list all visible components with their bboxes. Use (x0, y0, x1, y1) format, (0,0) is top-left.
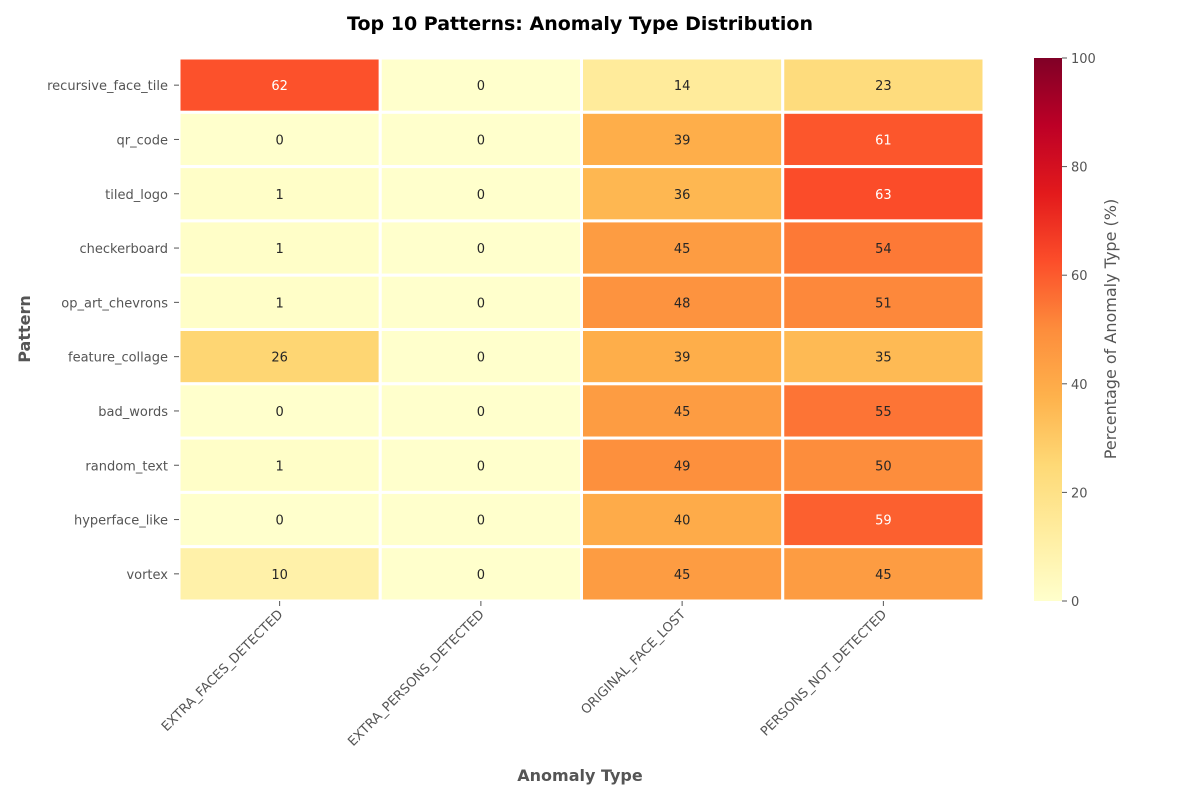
colorbar-tick-label: 0 (1071, 595, 1079, 610)
row-tick-label: random_text (85, 459, 168, 474)
cell-value-label: 45 (674, 405, 691, 420)
cell-value-label: 1 (275, 296, 283, 311)
cell-value-label: 45 (875, 568, 892, 583)
colorbar-tick-label: 60 (1071, 269, 1088, 284)
cell-value-label: 45 (674, 568, 691, 583)
colorbar-tick-label: 100 (1071, 52, 1096, 67)
cell-value-label: 0 (275, 514, 283, 529)
cell-value-label: 63 (875, 188, 892, 203)
row-tick-label: qr_code (117, 133, 168, 148)
column-tick-label: EXTRA_FACES_DETECTED (159, 607, 287, 735)
row-tick-label: tiled_logo (105, 188, 168, 203)
heatmap-cell (781, 219, 986, 277)
cell-value-label: 10 (271, 568, 288, 583)
cell-value-label: 36 (674, 188, 691, 203)
cell-value-label: 0 (275, 405, 283, 420)
cell-value-label: 39 (674, 133, 691, 148)
row-tick-label: recursive_face_tile (47, 79, 168, 94)
cell-value-label: 14 (674, 79, 691, 94)
heatmap-cell (580, 436, 785, 494)
cell-value-label: 0 (477, 188, 485, 203)
heatmap-cell (781, 490, 986, 549)
cell-value-label: 59 (875, 514, 892, 529)
row-tick-label: checkerboard (80, 242, 168, 257)
cell-value-label: 23 (875, 79, 892, 94)
row-tick-label: hyperface_like (74, 514, 168, 529)
heatmap-cell (177, 545, 382, 603)
cell-value-label: 1 (275, 188, 283, 203)
cell-value-label: 0 (477, 133, 485, 148)
column-tick-label: ORIGINAL_FACE_LOST (578, 607, 689, 718)
colorbar-label: Percentage of Anomaly Type (%) (1101, 199, 1120, 459)
cell-value-label: 55 (875, 405, 892, 420)
row-tick-label: feature_collage (68, 351, 168, 366)
column-tick-label: PERSONS_NOT_DETECTED (758, 607, 890, 739)
cell-value-label: 0 (477, 79, 485, 94)
cell-value-label: 54 (875, 242, 892, 257)
cell-value-label: 26 (271, 351, 288, 366)
heatmap-cell (781, 165, 986, 223)
heatmap-cell (378, 219, 583, 277)
cell-value-label: 48 (674, 296, 691, 311)
cell-value-label: 0 (477, 405, 485, 420)
cell-value-label: 0 (275, 133, 283, 148)
cell-value-label: 50 (875, 459, 892, 474)
cell-value-label: 0 (477, 568, 485, 583)
cell-value-label: 45 (674, 242, 691, 257)
column-tick-label: EXTRA_PERSONS_DETECTED (345, 607, 487, 749)
cell-value-label: 1 (275, 242, 283, 257)
cell-value-label: 49 (674, 459, 691, 474)
heatmap-cell (781, 56, 986, 114)
colorbar-tick-label: 40 (1071, 378, 1088, 393)
heatmap-cell (580, 273, 785, 332)
column-tick-labels: EXTRA_FACES_DETECTED EXTRA_PERSONS_DETECT… (159, 601, 890, 750)
cell-value-label: 0 (477, 296, 485, 311)
cell-value-label: 35 (875, 351, 892, 366)
chart-title: Top 10 Patterns: Anomaly Type Distributi… (347, 13, 813, 35)
heatmap-cell (378, 328, 583, 386)
x-axis-label: Anomaly Type (517, 766, 643, 785)
heatmap-cell (177, 436, 382, 494)
y-axis-label: Pattern (15, 295, 34, 363)
colorbar-ticks: 0 20 40 60 80 100 (1062, 52, 1096, 610)
colorbar (1034, 58, 1062, 601)
heatmap-cell (781, 328, 986, 386)
heatmap-cell (781, 273, 986, 332)
heatmap-cell (781, 110, 986, 169)
cell-value-label: 39 (674, 351, 691, 366)
cell-value-label: 51 (875, 296, 892, 311)
cell-value-label: 1 (275, 459, 283, 474)
colorbar-tick-label: 80 (1071, 161, 1088, 176)
cell-value-label: 0 (477, 459, 485, 474)
row-tick-label: bad_words (98, 405, 168, 420)
cell-value-label: 40 (674, 514, 691, 529)
heatmap-cell (378, 165, 583, 223)
heatmap-cell (378, 110, 583, 169)
row-tick-labels: recursive_face_tile qr_code tiled_logochec… (47, 79, 179, 583)
cell-value-label: 0 (477, 351, 485, 366)
cell-value-label: 0 (477, 242, 485, 257)
heatmap-cell (580, 328, 785, 386)
row-tick-label: op_art_chevrons (61, 296, 168, 311)
cell-value-label: 61 (875, 133, 892, 148)
cell-value-label: 0 (477, 514, 485, 529)
cell-value-label: 62 (271, 79, 288, 94)
heatmap-cell (580, 382, 785, 440)
row-tick-label: vortex (126, 568, 168, 583)
colorbar-tick-label: 20 (1071, 486, 1088, 501)
